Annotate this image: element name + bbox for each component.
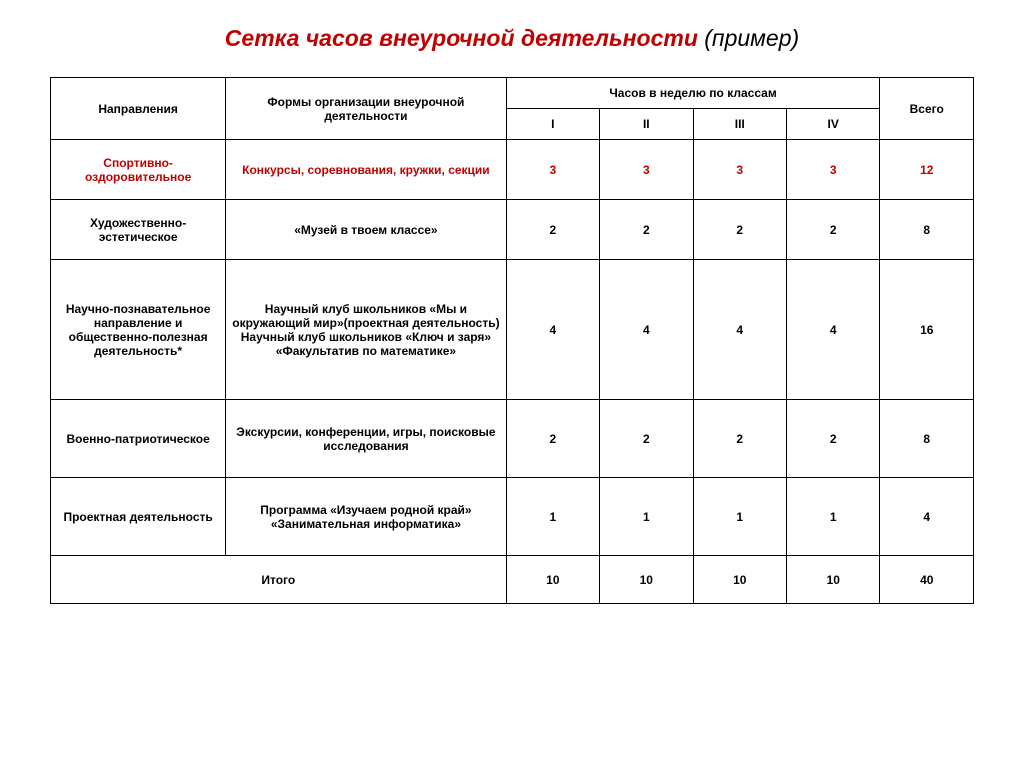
cell-total: 8	[880, 200, 974, 260]
cell-c1: 4	[506, 260, 599, 400]
header-directions: Направления	[51, 78, 226, 140]
cell-forms: Конкурсы, соревнования, кружки, секции	[226, 140, 506, 200]
cell-c2: 1	[600, 478, 693, 556]
cell-direction: Спортивно-оздоровительное	[51, 140, 226, 200]
cell-c4: 4	[786, 260, 880, 400]
table-row: Проектная деятельность Программа «Изучае…	[51, 478, 974, 556]
cell-direction: Военно-патриотическое	[51, 400, 226, 478]
totals-label: Итого	[51, 556, 507, 604]
totals-total: 40	[880, 556, 974, 604]
totals-c4: 10	[786, 556, 880, 604]
totals-row: Итого 10 10 10 10 40	[51, 556, 974, 604]
cell-forms: Научный клуб школьников «Мы и окружающий…	[226, 260, 506, 400]
cell-forms: «Музей в твоем классе»	[226, 200, 506, 260]
cell-c3: 2	[693, 200, 786, 260]
title-black-part: (пример)	[698, 25, 799, 51]
cell-total: 8	[880, 400, 974, 478]
cell-c3: 2	[693, 400, 786, 478]
cell-forms: Программа «Изучаем родной край» «Занимат…	[226, 478, 506, 556]
cell-direction: Художественно-эстетическое	[51, 200, 226, 260]
cell-c1: 2	[506, 400, 599, 478]
cell-forms: Экскурсии, конференции, игры, поисковые …	[226, 400, 506, 478]
header-class-1: I	[506, 109, 599, 140]
totals-c3: 10	[693, 556, 786, 604]
table-row: Спортивно-оздоровительное Конкурсы, соре…	[51, 140, 974, 200]
header-total: Всего	[880, 78, 974, 140]
header-hours-per-week: Часов в неделю по классам	[506, 78, 880, 109]
cell-c3: 4	[693, 260, 786, 400]
cell-c2: 4	[600, 260, 693, 400]
header-forms: Формы организации внеурочной деятельност…	[226, 78, 506, 140]
cell-total: 16	[880, 260, 974, 400]
totals-c2: 10	[600, 556, 693, 604]
table-row: Военно-патриотическое Экскурсии, конфере…	[51, 400, 974, 478]
cell-direction: Научно-познавательное направление и обще…	[51, 260, 226, 400]
totals-c1: 10	[506, 556, 599, 604]
cell-c3: 1	[693, 478, 786, 556]
cell-direction: Проектная деятельность	[51, 478, 226, 556]
cell-total: 4	[880, 478, 974, 556]
header-row-1: Направления Формы организации внеурочной…	[51, 78, 974, 109]
cell-c4: 2	[786, 400, 880, 478]
cell-c2: 2	[600, 400, 693, 478]
cell-c1: 3	[506, 140, 599, 200]
cell-c1: 1	[506, 478, 599, 556]
cell-c2: 3	[600, 140, 693, 200]
header-class-4: IV	[786, 109, 880, 140]
hours-grid-table: Направления Формы организации внеурочной…	[50, 77, 974, 604]
table-row: Художественно-эстетическое «Музей в твое…	[51, 200, 974, 260]
cell-c3: 3	[693, 140, 786, 200]
cell-c4: 1	[786, 478, 880, 556]
cell-c1: 2	[506, 200, 599, 260]
header-class-3: III	[693, 109, 786, 140]
cell-c4: 3	[786, 140, 880, 200]
cell-c4: 2	[786, 200, 880, 260]
title-red-part: Сетка часов внеурочной деятельности	[225, 25, 698, 51]
table-row: Научно-познавательное направление и обще…	[51, 260, 974, 400]
cell-total: 12	[880, 140, 974, 200]
page-title: Сетка часов внеурочной деятельности (при…	[50, 25, 974, 52]
cell-c2: 2	[600, 200, 693, 260]
header-class-2: II	[600, 109, 693, 140]
